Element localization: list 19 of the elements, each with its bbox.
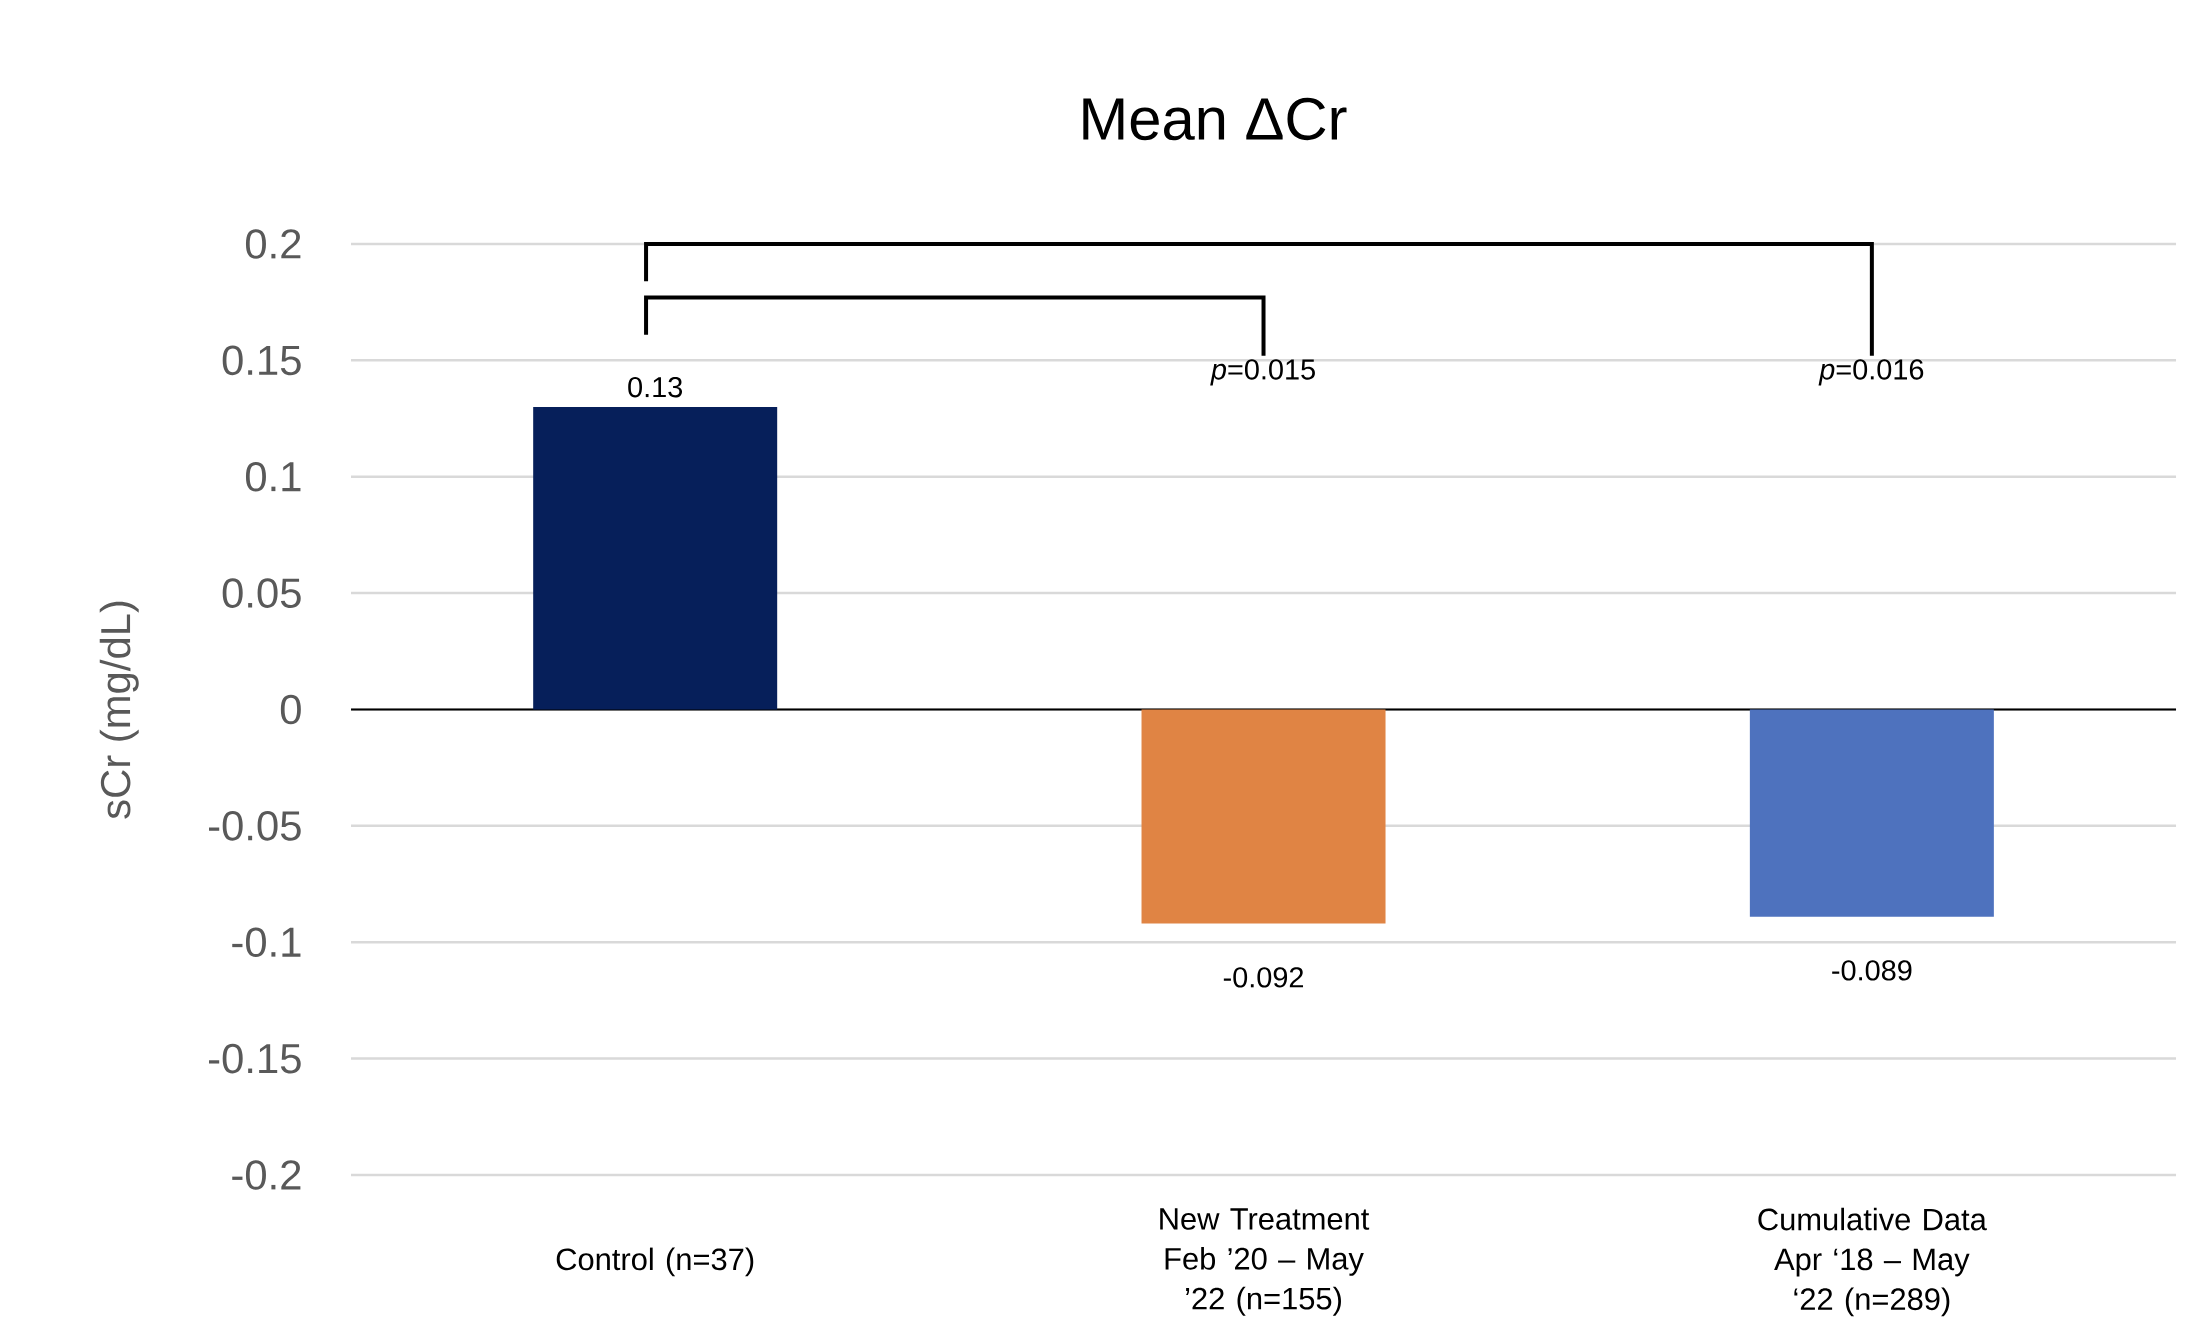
y-tick-label: -0.05 (208, 811, 301, 841)
data-label: 0.13 (628, 376, 683, 398)
y-tick-label: -0.15 (208, 1043, 301, 1074)
y-tick-label: 0.05 (222, 578, 301, 608)
y-tick-label: 0.2 (245, 229, 301, 259)
x-tick-label: Control (n=37) (556, 1247, 754, 1277)
x-tick-label: New Treatment Feb ’20 – May ’22 (n=155) (1160, 1208, 1370, 1316)
y-tick-label: 0.15 (222, 345, 301, 376)
y-tick-label: 0 (280, 694, 301, 725)
y-tick-label: -0.1 (232, 927, 301, 958)
y-tick-label: -0.2 (232, 1160, 301, 1190)
x-tick-label: Cumulative Data Apr ‘18 – May ‘22 (n=289) (1758, 1207, 1987, 1317)
data-label: -0.089 (1832, 960, 1912, 981)
chart-title: Mean ΔCr (1083, 97, 1347, 141)
annotation: p=0.015 (1210, 359, 1315, 386)
data-label: -0.092 (1223, 967, 1304, 988)
annotation: p=0.016 (1818, 359, 1924, 386)
y-axis-title: sCr (mg/dL) (99, 601, 139, 819)
y-tick-label: 0.1 (245, 461, 301, 492)
